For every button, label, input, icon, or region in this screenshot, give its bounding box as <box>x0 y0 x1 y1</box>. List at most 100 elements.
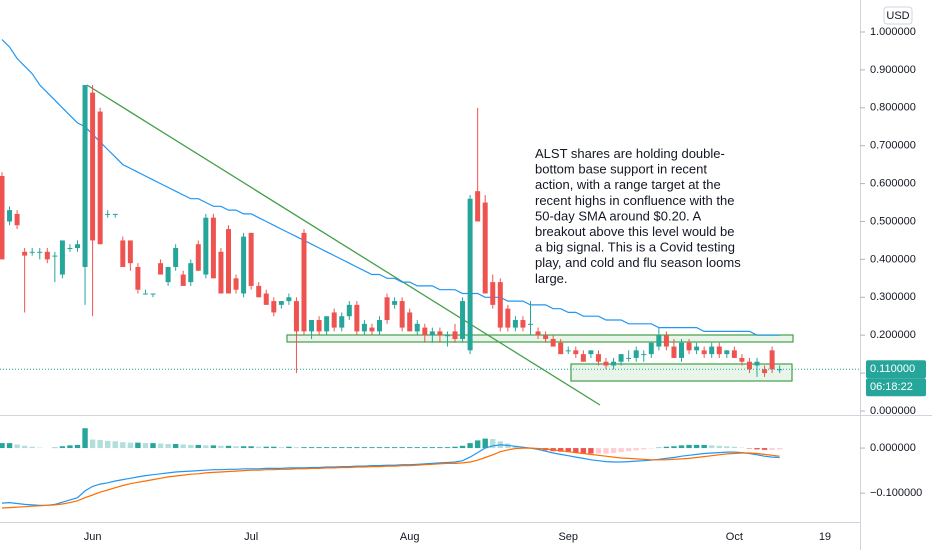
annotation-line: large. <box>535 271 568 286</box>
histogram-bar <box>225 445 232 449</box>
countdown-label: 06:18:22 <box>870 381 913 393</box>
histogram-bar <box>558 448 564 452</box>
candle-body <box>331 312 337 328</box>
candle-body <box>746 361 752 370</box>
x-tick-label: 19 <box>819 531 831 543</box>
candle-body <box>777 369 783 371</box>
candle-body <box>105 213 111 215</box>
histogram-bar <box>135 442 141 449</box>
candle-body <box>195 244 201 271</box>
histogram-bar <box>709 445 715 449</box>
annotation-line: ALST shares are holding double- <box>535 146 725 161</box>
histogram-bar <box>150 443 156 449</box>
candle-body <box>339 316 345 328</box>
x-tick-label: Sep <box>558 531 578 543</box>
histogram-bar <box>263 446 269 449</box>
candle-body <box>512 320 518 328</box>
candle-body <box>633 350 639 358</box>
histogram-bar <box>580 448 587 454</box>
histogram-bar <box>693 444 700 449</box>
y-tick-label: 0.500000 <box>870 215 916 227</box>
histogram-bar <box>331 447 337 449</box>
histogram-bar <box>588 448 594 454</box>
candle-body <box>309 320 315 332</box>
candle-body <box>754 361 760 366</box>
histogram-bar <box>391 447 398 449</box>
histogram-bar <box>127 442 134 449</box>
histogram-bar <box>384 447 390 449</box>
histogram-bar <box>188 444 194 449</box>
histogram-bar <box>603 448 609 454</box>
x-tick-label: Oct <box>726 531 743 543</box>
histogram-bar <box>256 446 262 449</box>
histogram-bar <box>97 439 103 449</box>
candle-body <box>407 312 413 332</box>
candle-body <box>505 308 511 328</box>
candle-body <box>709 346 715 355</box>
candle-body <box>641 354 647 356</box>
y-tick-label: 1.000000 <box>870 26 916 38</box>
candle-body <box>399 301 405 328</box>
x-tick-label: Jun <box>84 531 102 543</box>
histogram-bar <box>165 444 171 449</box>
candle-body <box>769 350 775 370</box>
histogram-bar <box>678 445 685 449</box>
histogram-bar <box>218 445 224 449</box>
annotation-line: breakout above this level would be <box>535 224 734 239</box>
drawings <box>86 84 794 406</box>
trend-line <box>86 84 601 406</box>
candle-body <box>120 240 126 267</box>
candle-body <box>679 342 684 358</box>
histogram-bar <box>716 445 722 449</box>
histogram-bar <box>29 446 35 449</box>
candle-body <box>716 346 722 355</box>
histogram-bar <box>89 439 96 449</box>
candle-body <box>22 251 28 256</box>
histogram-bar <box>399 447 405 449</box>
candle-body <box>444 335 450 337</box>
histogram-bar <box>316 447 322 449</box>
histogram-bar <box>203 445 209 449</box>
histogram-bar <box>67 445 73 449</box>
histogram-bar <box>686 444 692 449</box>
x-tick-label: Aug <box>400 531 420 543</box>
y-tick-label: −0.100000 <box>870 487 922 499</box>
histogram-bar <box>407 447 413 449</box>
candle-body <box>248 232 254 286</box>
annotation-line: action, with a range target at the <box>535 177 721 192</box>
currency-label: USD <box>886 10 909 22</box>
countdown-box <box>866 378 926 397</box>
candle-body <box>520 320 526 328</box>
candle-body <box>226 229 231 294</box>
candle-body <box>663 335 669 347</box>
candle-body <box>142 293 148 295</box>
candle-body <box>165 266 171 283</box>
candle-body <box>127 240 133 264</box>
histogram-bar <box>565 448 571 453</box>
histogram-bar <box>414 447 420 449</box>
candle-body <box>437 331 443 336</box>
histogram-bar <box>490 439 496 449</box>
histogram-bar <box>112 441 118 449</box>
histogram-bar <box>172 444 179 449</box>
candle-body <box>422 327 428 336</box>
candle-body <box>497 282 503 328</box>
histogram-bar <box>724 446 730 449</box>
candle-body <box>626 357 632 359</box>
histogram-bar <box>271 446 277 449</box>
candle-body <box>241 236 247 294</box>
histogram-bar <box>618 448 624 453</box>
candle-body <box>475 191 481 222</box>
candle-body <box>150 293 156 295</box>
histogram-bar <box>195 444 201 449</box>
y-tick-label: 0.800000 <box>870 102 916 114</box>
y-tick-label: 0.700000 <box>870 140 916 152</box>
histogram-bar <box>82 428 88 449</box>
histogram-bar <box>482 438 488 449</box>
y-tick-label: 0.600000 <box>870 177 916 189</box>
candle-body <box>762 369 768 374</box>
histogram-bar <box>459 445 466 449</box>
histogram-bar <box>610 448 617 454</box>
candle-body <box>112 213 118 215</box>
